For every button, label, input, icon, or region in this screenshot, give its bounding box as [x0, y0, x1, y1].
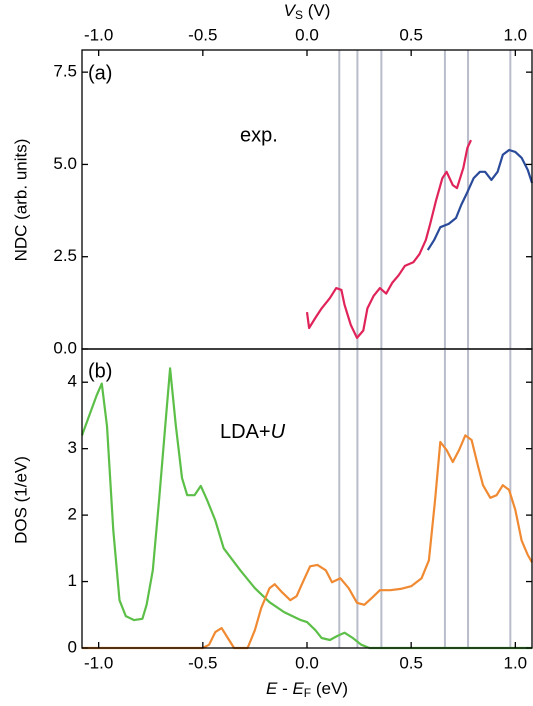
top-axis-title: VS (V) [284, 1, 331, 22]
y-tick-label: 2 [68, 505, 77, 524]
y-axis-title: DOS (1/eV) [11, 456, 30, 544]
y-tick-label: 3 [68, 438, 77, 457]
x-tick-label: 0.5 [399, 653, 423, 672]
y-tick-label: 0.0 [53, 338, 77, 357]
y-tick-label: 0 [68, 637, 77, 656]
data-line [82, 434, 533, 650]
data-line [80, 367, 532, 650]
y-tick-label: 7.5 [53, 62, 77, 81]
plot-frame [81, 348, 533, 649]
y-tick-label: 1 [68, 571, 77, 590]
annotation: exp. [240, 124, 278, 146]
x-tick-label: -1.0 [84, 25, 113, 44]
bottom-axis-title: E - EF (eV) [266, 679, 348, 700]
data-line [426, 148, 533, 251]
y-tick-label: 2.5 [53, 246, 77, 265]
x-tick-label: 0.5 [399, 25, 423, 44]
x-tick-label: 1.0 [504, 653, 528, 672]
data-line [305, 139, 472, 339]
panel-label: (b) [88, 360, 112, 382]
x-tick-label: -0.5 [188, 653, 217, 672]
x-tick-label: 0.0 [295, 25, 319, 44]
panel-label: (a) [88, 62, 112, 84]
x-tick-label: 0.0 [295, 653, 319, 672]
y-tick-label: 4 [68, 372, 77, 391]
annotation: LDA+U [220, 421, 286, 443]
x-tick-label: -1.0 [84, 653, 113, 672]
x-tick-label: 1.0 [504, 25, 528, 44]
y-axis-title: NDC (arb. units) [11, 139, 30, 262]
y-tick-label: 5.0 [53, 154, 77, 173]
x-tick-label: -0.5 [188, 25, 217, 44]
